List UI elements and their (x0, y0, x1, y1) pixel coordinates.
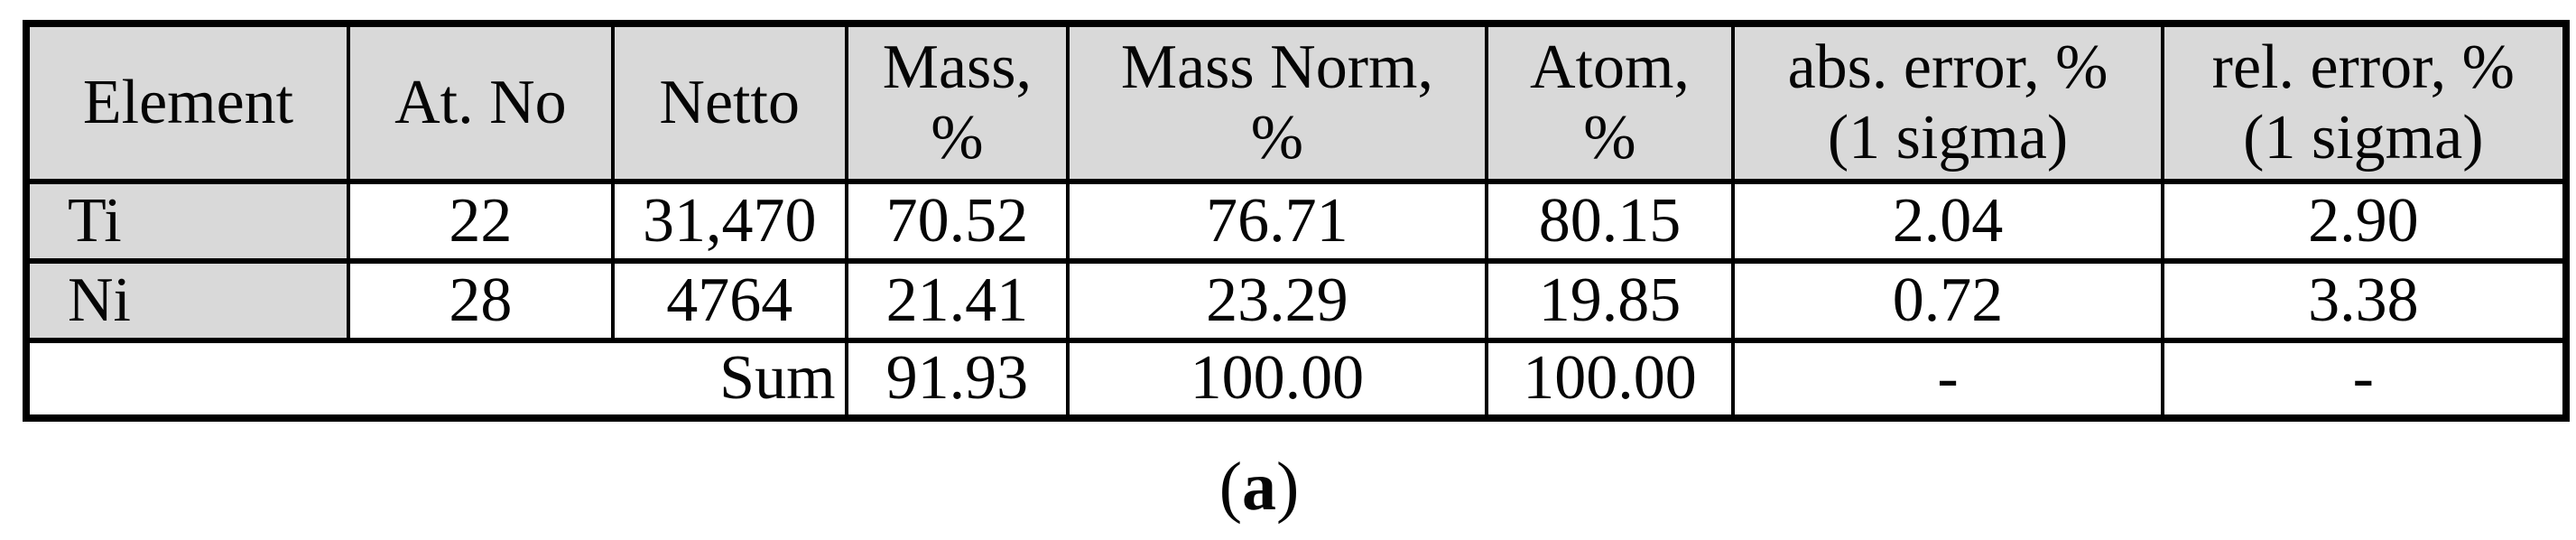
cell-ni-rel-error: 3.38 (2160, 258, 2569, 343)
cell-ti-atom-pct: 80.15 (1484, 179, 1736, 264)
cell-ti-rel-error: 2.90 (2160, 179, 2569, 264)
caption-open-paren: ( (1219, 449, 1242, 525)
cell-sum-mass-pct: 91.93 (844, 338, 1070, 421)
cell-ni-element: Ni (24, 258, 350, 343)
cell-ti-at-no: 22 (347, 179, 615, 264)
cell-ti-netto: 31,470 (610, 179, 848, 264)
header-element: Element (24, 21, 350, 184)
cell-ni-mass-pct: 21.41 (844, 258, 1070, 343)
cell-ni-abs-error: 0.72 (1731, 258, 2164, 343)
cell-ti-mass-pct: 70.52 (844, 179, 1070, 264)
eds-results-table: Element At. No Netto Mass, % Mass Norm, … (23, 20, 2570, 422)
header-mass-norm-pct: Mass Norm, % (1066, 21, 1488, 184)
cell-ni-atom-pct: 19.85 (1484, 258, 1736, 343)
table-row-ni: Ni 28 4764 21.41 23.29 19.85 0.72 3.38 (24, 258, 2569, 343)
cell-sum-atom-pct: 100.00 (1484, 338, 1736, 421)
cell-sum-abs-error: - (1731, 338, 2164, 421)
cell-ti-mass-norm-pct: 76.71 (1066, 179, 1488, 264)
table-sum-row: Sum 91.93 100.00 100.00 - - (24, 338, 2569, 421)
table-row-ti: Ti 22 31,470 70.52 76.71 80.15 2.04 2.90 (24, 179, 2569, 264)
header-abs-error: abs. error, % (1 sigma) (1731, 21, 2164, 184)
cell-ti-abs-error: 2.04 (1731, 179, 2164, 264)
cell-ni-netto: 4764 (610, 258, 848, 343)
table-header-row: Element At. No Netto Mass, % Mass Norm, … (24, 21, 2569, 184)
cell-ni-at-no: 28 (347, 258, 615, 343)
caption-letter: a (1242, 449, 1276, 525)
header-at-no: At. No (347, 21, 615, 184)
cell-sum-mass-norm-pct: 100.00 (1066, 338, 1488, 421)
header-netto: Netto (610, 21, 848, 184)
cell-sum-rel-error: - (2160, 338, 2569, 421)
header-atom-pct: Atom, % (1484, 21, 1736, 184)
figure-caption: (a) (0, 449, 2518, 526)
header-rel-error: rel. error, % (1 sigma) (2160, 21, 2569, 184)
cell-ni-mass-norm-pct: 23.29 (1066, 258, 1488, 343)
cell-ti-element: Ti (24, 179, 350, 264)
caption-close-paren: ) (1276, 449, 1300, 525)
cell-sum-label: Sum (24, 338, 848, 421)
header-mass-pct: Mass, % (844, 21, 1070, 184)
